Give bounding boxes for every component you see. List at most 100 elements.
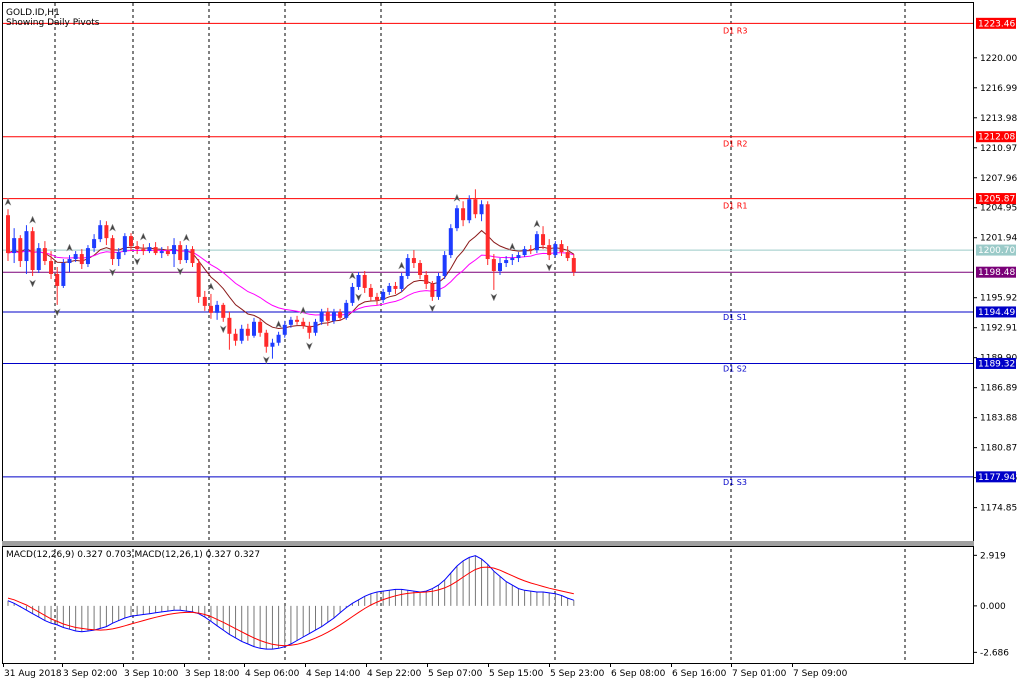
level-name: D1 R2 — [723, 140, 747, 149]
level-price-label: 1200.70 — [978, 246, 1015, 256]
fractal-up — [108, 223, 117, 232]
candle-body — [147, 247, 152, 252]
time-tick-label: 4 Sep 06:00 — [245, 669, 300, 679]
candle-body — [110, 238, 115, 260]
panel-splitter[interactable] — [2, 541, 974, 546]
fractal-up — [453, 193, 461, 202]
fractal-down — [354, 293, 363, 302]
price-tick-label: 1207.96 — [980, 174, 1017, 184]
candle-body — [313, 321, 318, 333]
time-tick-label: 7 Sep 01:00 — [732, 669, 787, 679]
candle-body — [98, 225, 103, 240]
price-tick-label: 1210.97 — [980, 144, 1017, 154]
time-tick-label: 31 Aug 2018 — [4, 669, 62, 679]
candle-body — [165, 251, 170, 255]
candle-body — [55, 273, 60, 286]
price-tick-label: 1204.95 — [980, 204, 1017, 214]
candle-body — [6, 215, 10, 254]
fractal-down — [133, 257, 141, 266]
candle-body — [215, 304, 220, 313]
level-price-box — [976, 244, 1016, 256]
candle-body — [129, 236, 133, 247]
candle-body — [79, 254, 84, 265]
candle-body — [245, 328, 250, 336]
price-tick-label: 1174.85 — [980, 504, 1017, 514]
level-price-box — [976, 306, 1016, 318]
time-tick-label: 3 Sep 02:00 — [63, 669, 118, 679]
macd-tick-label: 0.000 — [980, 602, 1006, 612]
level-price-box — [976, 357, 1016, 369]
candle-body — [49, 261, 54, 274]
level-price-box — [976, 131, 1016, 143]
fractal-up — [299, 306, 307, 315]
overlay-label: Showing Daily Pivots — [6, 18, 100, 28]
candle-body — [387, 285, 392, 292]
fractal-down — [176, 267, 184, 276]
level-name: D1 S2 — [723, 364, 747, 373]
price-tick-label: 1220.00 — [980, 54, 1017, 64]
candle-body — [258, 321, 263, 333]
candle-body — [424, 274, 429, 284]
candle-body — [571, 258, 576, 272]
candle-body — [282, 324, 287, 335]
fractal-down — [262, 356, 270, 365]
price-tick-label: 1213.98 — [980, 114, 1017, 124]
level-price-box — [976, 17, 1016, 29]
candle-body — [331, 311, 336, 321]
candle-body — [565, 252, 570, 259]
fractal-down — [108, 268, 117, 277]
macd-tick-label: -2.686 — [980, 648, 1009, 658]
candle-body — [73, 254, 78, 260]
candle-body — [411, 258, 416, 264]
level-price-label: 1189.32 — [978, 359, 1015, 369]
level-price-label: 1194.49 — [978, 308, 1015, 318]
candle-body — [553, 244, 558, 256]
level-name: D1 S3 — [723, 478, 747, 487]
price-tick-label: 1192.91 — [980, 324, 1017, 334]
fractal-up — [207, 282, 215, 291]
time-tick-label: 5 Sep 07:00 — [428, 669, 483, 679]
level-price-label: 1205.87 — [978, 195, 1015, 205]
candle-body — [67, 259, 72, 264]
candle-body — [325, 311, 330, 321]
candle-body — [534, 234, 539, 251]
candle-body — [227, 317, 232, 334]
candle-body — [344, 302, 349, 318]
level-price-box — [976, 193, 1016, 205]
candle-body — [350, 286, 355, 303]
candle-body — [153, 247, 158, 254]
fractal-up — [182, 233, 190, 242]
time-tick-label: 3 Sep 10:00 — [124, 669, 179, 679]
candle-body — [36, 248, 41, 271]
candle-body — [430, 283, 435, 297]
candle-body — [92, 239, 97, 249]
candle-body — [368, 287, 373, 297]
candle-body — [356, 274, 361, 287]
candle-body — [467, 199, 472, 221]
candle-body — [122, 236, 127, 253]
candle-body — [436, 275, 441, 297]
signal-line — [7, 566, 574, 647]
time-tick-label: 3 Sep 18:00 — [185, 669, 240, 679]
price-tick-label: 1186.89 — [980, 384, 1017, 394]
candle-body — [442, 255, 447, 276]
fractal-down — [29, 279, 37, 288]
level-name: D1 S1 — [723, 313, 747, 322]
candle-body — [42, 248, 47, 262]
macd-tick-label: 2.919 — [980, 551, 1006, 561]
candle-body — [375, 296, 379, 300]
time-tick-label: 6 Sep 16:00 — [672, 669, 727, 679]
candle-body — [135, 246, 140, 250]
candle-body — [61, 263, 66, 286]
candle-body — [221, 304, 226, 318]
candle-body — [141, 249, 146, 252]
time-tick-label: 5 Sep 15:00 — [489, 669, 544, 679]
macd-panel — [7, 555, 575, 650]
candle-body — [338, 311, 343, 318]
candle-body — [473, 199, 478, 215]
time-tick-label: 4 Sep 14:00 — [306, 669, 361, 679]
level-price-box — [976, 266, 1016, 278]
fractal-down — [545, 263, 553, 272]
candle-body — [307, 325, 312, 333]
